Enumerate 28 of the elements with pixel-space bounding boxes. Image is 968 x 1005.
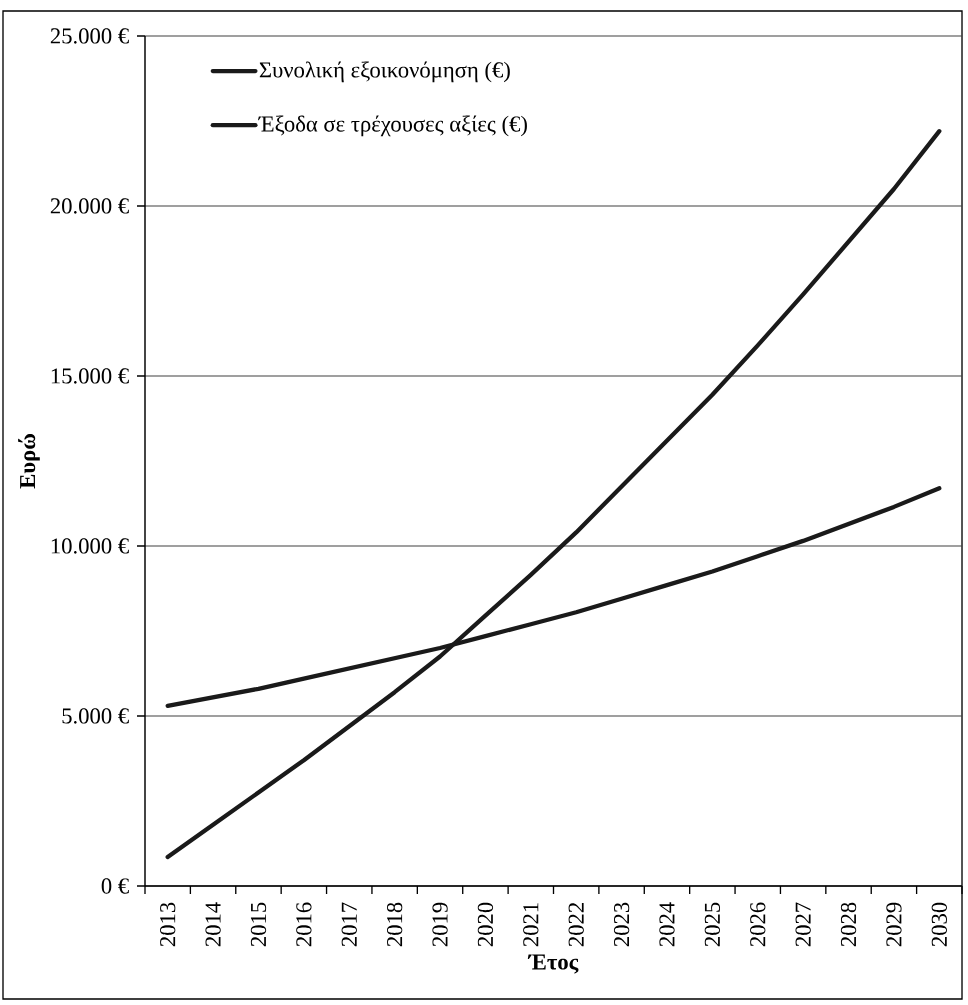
y-tick-label: 10.000 € [51,538,129,554]
y-tick-label: 20.000 € [50,198,129,214]
x-tick-label: 2026 [750,902,766,947]
legend-label: Έξοδα σε τρέχουσες αξίες (€) [258,115,527,137]
y-axis-title: Ευρώ [18,434,40,489]
x-tick-label: 2027 [795,902,811,947]
x-tick-label: 2030 [931,902,947,947]
x-tick-label: 2018 [386,902,403,947]
x-tick-label: 2021 [523,903,539,947]
y-tick-label: 5.000 € [62,708,129,724]
x-tick-label: 2022 [568,903,584,947]
x-tick-label: 2023 [613,902,630,947]
y-tick-label: 25.000 € [50,28,129,44]
y-tick-label: 0 € [101,878,129,894]
legend-label: Συνολική εξοικονόμηση (€) [259,61,510,83]
x-tick-label: 2014 [205,902,221,947]
x-tick-label: 2017 [341,902,357,947]
y-tick-label: 15.000 € [51,368,129,384]
x-axis-title: Έτος [527,954,579,974]
x-tick-label: 2029 [886,902,902,947]
x-tick-label: 2019 [432,902,448,947]
x-tick-label: 2020 [477,902,494,947]
x-tick-label: 2024 [659,902,675,947]
x-tick-label: 2016 [296,902,312,947]
x-tick-label: 2013 [160,902,176,947]
x-tick-label: 2025 [704,902,721,947]
x-tick-label: 2015 [250,902,267,947]
x-tick-label: 2028 [840,902,857,947]
